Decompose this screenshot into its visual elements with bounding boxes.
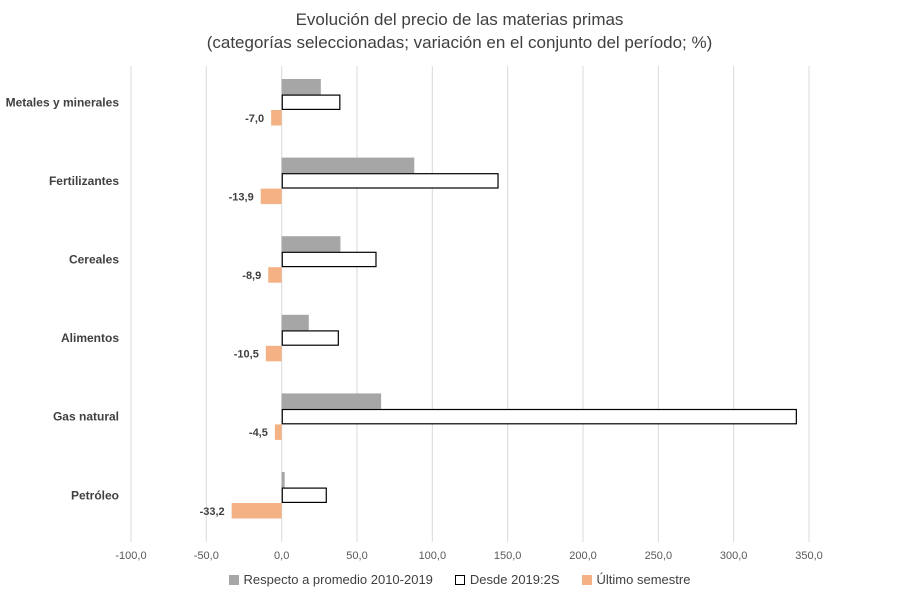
data-label: -13,9 [229,191,254,203]
legend-swatch-desde-2019 [454,574,465,585]
legend-label-ultimo-semestre: Último semestre [596,572,691,587]
data-label: -10,5 [234,349,259,361]
category-label: Gas natural [53,410,119,424]
legend-swatch-promedio [228,574,239,585]
x-tick-label: 300,0 [720,550,748,562]
bar-series-3 [265,345,282,362]
bar-series-2 [281,408,797,425]
bar-series-1 [281,314,309,331]
x-tick-label: 250,0 [645,550,673,562]
bar-series-1 [281,236,341,252]
data-label: -4,5 [249,427,268,439]
bar-series-3 [231,503,282,519]
category-label: Metales y minerales [6,95,120,109]
x-tick-label: 150,0 [494,550,522,562]
bar-series-1 [281,79,321,95]
bar-series-2 [281,94,341,110]
bar-series-1 [281,157,415,174]
legend-item-promedio: Respecto a promedio 2010-2019 [228,572,433,587]
data-label: -8,9 [242,270,261,282]
bar-series-3 [271,110,282,126]
x-tick-label: -100,0 [115,550,146,562]
bar-series-3 [268,267,282,283]
bar-series-3 [274,424,282,440]
data-label: -33,2 [200,506,225,518]
x-tick-label: 350,0 [795,550,823,562]
bar-series-2 [281,330,339,346]
bar-series-2 [281,173,499,189]
category-label: Petróleo [71,488,119,502]
legend-item-ultimo-semestre: Último semestre [581,572,691,587]
chart-subtitle: (categorías seleccionadas; variación en … [206,33,713,52]
bar-series-2 [281,487,327,504]
category-label: Fertilizantes [49,174,119,188]
category-label: Cereales [69,252,119,266]
x-tick-label: -50,0 [194,550,219,562]
bar-series-1 [281,393,382,409]
legend-label-desde-2019: Desde 2019:2S [469,572,560,587]
bar-series-3 [260,188,282,205]
bar-series-1 [281,472,285,488]
legend-item-desde-2019: Desde 2019:2S [454,572,560,587]
bar-series-2 [281,251,377,268]
legend-label-promedio: Respecto a promedio 2010-2019 [243,572,433,587]
chart-title: Evolución del precio de las materias pri… [295,10,624,29]
category-label: Alimentos [61,331,119,345]
data-label: -7,0 [245,113,264,125]
chart-legend: Respecto a promedio 2010-2019 Desde 2019… [0,572,919,587]
x-tick-label: 0,0 [274,550,289,562]
x-tick-label: 50,0 [346,550,367,562]
x-tick-label: 100,0 [419,550,447,562]
x-tick-label: 200,0 [569,550,597,562]
legend-swatch-ultimo-semestre [581,574,592,585]
